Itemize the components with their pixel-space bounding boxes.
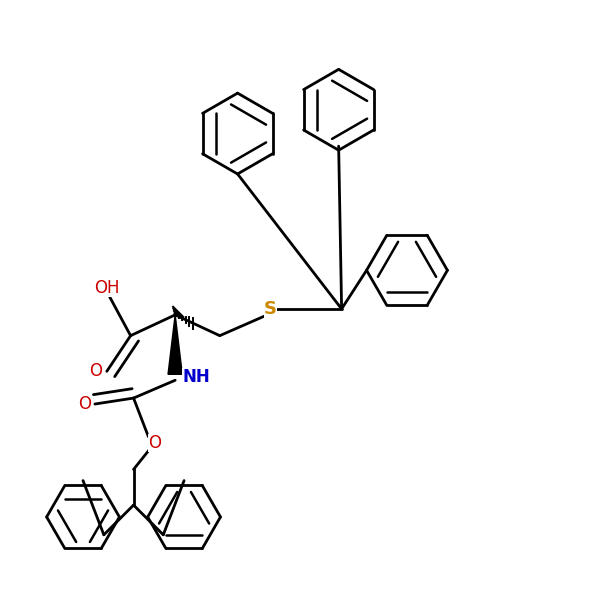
- Text: O: O: [78, 395, 91, 413]
- Text: S: S: [264, 300, 277, 318]
- Text: NH: NH: [182, 368, 210, 386]
- Text: O: O: [148, 434, 161, 452]
- Text: OH: OH: [94, 279, 119, 297]
- Polygon shape: [168, 315, 182, 374]
- Text: O: O: [89, 362, 103, 380]
